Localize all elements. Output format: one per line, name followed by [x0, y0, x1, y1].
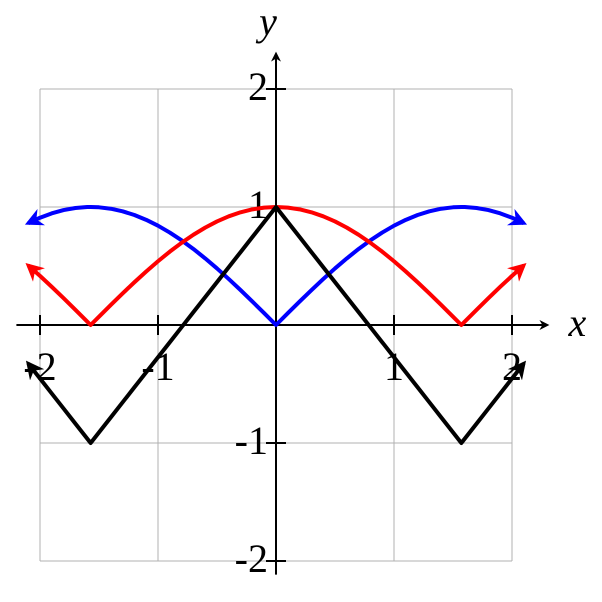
y-tick-label: -1 — [235, 418, 268, 463]
y-axis-label: y — [255, 0, 277, 44]
curve — [25, 205, 527, 445]
x-tick-label: -1 — [141, 344, 174, 389]
x-axis-label: x — [568, 300, 587, 345]
y-tick-label: 2 — [248, 64, 268, 109]
y-tick-label: -2 — [235, 536, 268, 581]
curve — [24, 205, 528, 327]
